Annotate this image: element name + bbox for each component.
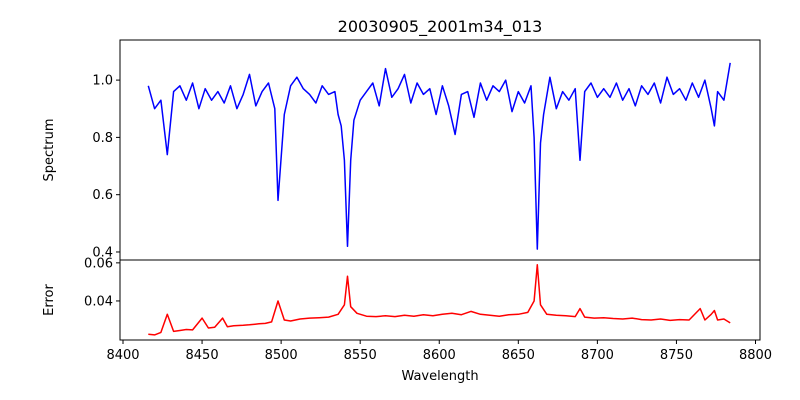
x-tick-label: 8800 <box>739 348 772 363</box>
x-tick-label: 8400 <box>106 348 139 363</box>
y-tick-label: 0.06 <box>84 256 113 271</box>
chart-title: 20030905_2001m34_013 <box>338 17 543 37</box>
axes-frame <box>119 39 761 261</box>
x-tick-label: 8650 <box>502 348 535 363</box>
x-tick-label: 8750 <box>660 348 693 363</box>
x-axis-label: Wavelength <box>401 369 478 384</box>
error-line <box>148 264 731 336</box>
x-tick-label: 8550 <box>344 348 377 363</box>
y-tick-label: 0.04 <box>84 294 113 309</box>
spectrum-ylabel: Spectrum <box>42 119 57 182</box>
spectrum-line <box>147 62 731 250</box>
spectrum-axes: 0.4 0.6 0.8 1.0 <box>92 39 761 261</box>
x-tick-label: 8700 <box>581 348 614 363</box>
x-tick-label: 8600 <box>423 348 456 363</box>
error-axes: 0.04 0.06 8400 8450 8500 8550 8600 8650 8700 8750… <box>84 256 772 363</box>
y-tick-label: 0.8 <box>92 131 113 146</box>
x-tick-label: 8500 <box>265 348 298 363</box>
y-tick-label: 0.4 <box>92 245 113 260</box>
y-tick-label: 0.6 <box>92 188 113 203</box>
y-tick-label: 1.0 <box>92 74 113 89</box>
x-tick-label: 8450 <box>186 348 219 363</box>
error-ylabel: Error <box>42 284 57 316</box>
axes-frame <box>119 259 761 341</box>
